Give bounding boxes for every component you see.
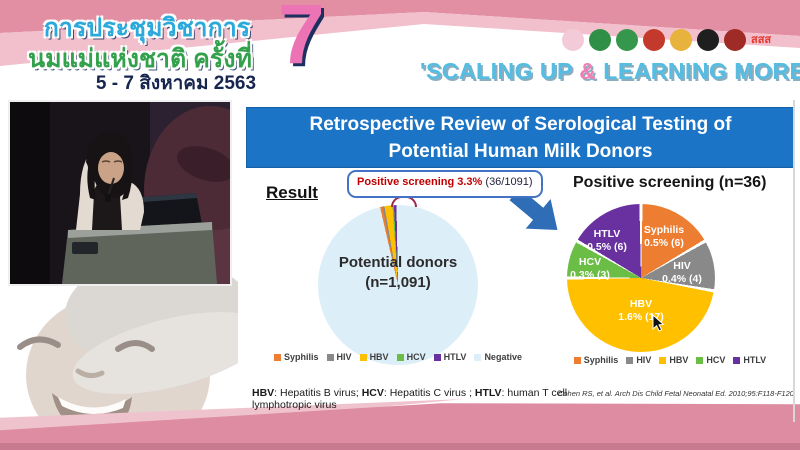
footnote-text: : human T cell lymphotropic virus: [252, 387, 568, 411]
legend-item: HBV: [359, 352, 389, 362]
callout-detail: (36/1091): [482, 176, 533, 188]
legend-label: HIV: [636, 355, 652, 365]
partner-logo-5: [670, 29, 692, 51]
legend-swatch: [659, 356, 667, 364]
slice-value: 1.6% (17): [618, 310, 664, 323]
slice-value: 0.5% (6): [587, 240, 627, 253]
abbreviation-footnote: HBV: Hepatitis B virus; HCV: Hepatitis C…: [252, 387, 582, 411]
pie-right-title: Positive screening (n=36): [573, 174, 767, 191]
legend-label: HBV: [669, 355, 689, 365]
pie-left-label-line2: (n=1,091): [365, 274, 431, 291]
partner-logo-2: [589, 29, 611, 51]
pie-left-center-label: Potential donors (n=1,091): [318, 253, 478, 293]
legend-label: HTLV: [443, 352, 467, 362]
legend-label: Negative: [484, 352, 522, 362]
slice-name: HTLV: [593, 228, 621, 240]
legend-label: HTLV: [743, 355, 767, 365]
legend-swatch: [274, 353, 282, 361]
footnote-abbr: HBV: [252, 387, 275, 399]
presenter-video-feed: [8, 100, 232, 286]
conference-title-line2: นมแม่แห่งชาติ ครั้งที่: [28, 45, 252, 73]
legend-label: HCV: [406, 352, 426, 362]
conference-edition-number: 7: [278, 0, 325, 81]
thai-health-sss-logo: สสส: [751, 34, 772, 46]
mouse-cursor: [652, 313, 666, 337]
legend-swatch: [396, 353, 404, 361]
legend-item: HBV: [659, 355, 688, 365]
legend-item: HIV: [326, 352, 352, 362]
footnote-text: : Hepatitis C virus ;: [383, 387, 475, 399]
slice-name: HIV: [673, 260, 691, 272]
legend-item: HTLV: [433, 352, 467, 362]
legend-label: Syphilis: [284, 352, 319, 362]
legend-item: HCV: [696, 355, 725, 365]
legend-label: HCV: [706, 355, 726, 365]
conference-date: 5 - 7 สิงหาคม 2563: [95, 73, 257, 94]
bottom-band: [0, 398, 800, 450]
partner-logo-4: [643, 29, 665, 51]
slice-name: HBV: [629, 298, 653, 310]
slice-label-syphilis: Syphilis 0.5% (6): [629, 224, 699, 249]
legend-right-pie: Syphilis HIV HBV HCV HTLV: [556, 355, 784, 365]
legend-swatch: [626, 356, 634, 364]
slide-title-line2: Potential Human Milk Donors: [388, 140, 653, 162]
slice-name: Syphilis: [643, 224, 685, 236]
slice-label-hbv: HBV 1.6% (17): [611, 298, 671, 323]
slice-label-hcv: HCV 0.3% (3): [561, 256, 619, 281]
partner-logo-6: [697, 29, 719, 51]
legend-swatch: [573, 356, 581, 364]
conference-title-line1: การประชุมวิชาการ: [43, 14, 251, 42]
legend-swatch: [696, 356, 704, 364]
slice-label-hiv: HIV 0.4% (4): [653, 260, 711, 285]
legend-item: HIV: [626, 355, 651, 365]
tagline-ampersand: &: [579, 58, 597, 84]
legend-swatch: [474, 353, 482, 361]
legend-item: Syphilis: [573, 355, 619, 365]
partner-logo-3: [616, 29, 638, 51]
legend-swatch: [359, 353, 367, 361]
legend-label: Syphilis: [583, 355, 619, 365]
slide-title: Retrospective Review of Serological Test…: [246, 107, 795, 168]
result-heading: Result: [266, 183, 318, 202]
legend-swatch: [326, 353, 334, 361]
legend-item: HTLV: [733, 355, 766, 365]
footnote-abbr: HCV: [361, 387, 384, 399]
legend-swatch: [733, 356, 741, 364]
slice-name: HCV: [578, 256, 602, 268]
positive-screening-callout: Positive screening 3.3% (36/1091): [347, 170, 543, 198]
callout-highlight: Positive screening 3.3%: [357, 176, 483, 188]
baby-illustration: [17, 275, 238, 450]
slide-title-line1: Retrospective Review of Serological Test…: [309, 113, 732, 135]
bottom-band-dark-strip: [0, 443, 800, 450]
partner-logo-row: สสส: [562, 27, 794, 53]
partner-logo-7: [724, 29, 746, 51]
legend-item: Negative: [474, 352, 522, 362]
slice-label-htlv: HTLV 0.5% (6): [575, 228, 639, 253]
partner-logo-1: [562, 29, 584, 51]
legend-item: Syphilis: [274, 352, 319, 362]
slice-value: 0.4% (4): [662, 272, 702, 285]
legend-item: HCV: [396, 352, 426, 362]
conference-header-banner: การประชุมวิชาการ นมแม่แห่งชาติ ครั้งที่ …: [0, 0, 800, 100]
pie-left-label-line1: Potential donors: [338, 254, 458, 271]
footnote-abbr: HTLV: [474, 387, 502, 399]
tagline-close: LEARNING MORE': [596, 58, 800, 84]
reference-citation: Cohen RS, et al. Arch Dis Child Fetal Ne…: [557, 389, 796, 398]
baby-background-art: [0, 275, 238, 450]
legend-label: HBV: [369, 352, 389, 362]
slice-value: 0.3% (3): [570, 268, 610, 281]
conference-tagline: 'SCALING UP & LEARNING MORE': [420, 58, 800, 85]
legend-label: HIV: [336, 352, 352, 362]
tagline-open: 'SCALING UP: [420, 58, 580, 84]
legend-left-pie: Syphilis HIV HBV HCV HTLV Negative: [258, 352, 538, 362]
footnote-text: : Hepatitis B virus;: [274, 387, 362, 399]
pie-chart-potential-donors: [318, 205, 478, 365]
slide-right-edge: [793, 100, 795, 422]
pie-chart-positive-screening: Syphilis 0.5% (6) HTLV 0.5% (6) HIV 0.4%…: [567, 204, 715, 352]
legend-swatch: [433, 353, 441, 361]
slice-value: 0.5% (6): [644, 236, 684, 249]
presenter-video-art: [10, 102, 230, 284]
